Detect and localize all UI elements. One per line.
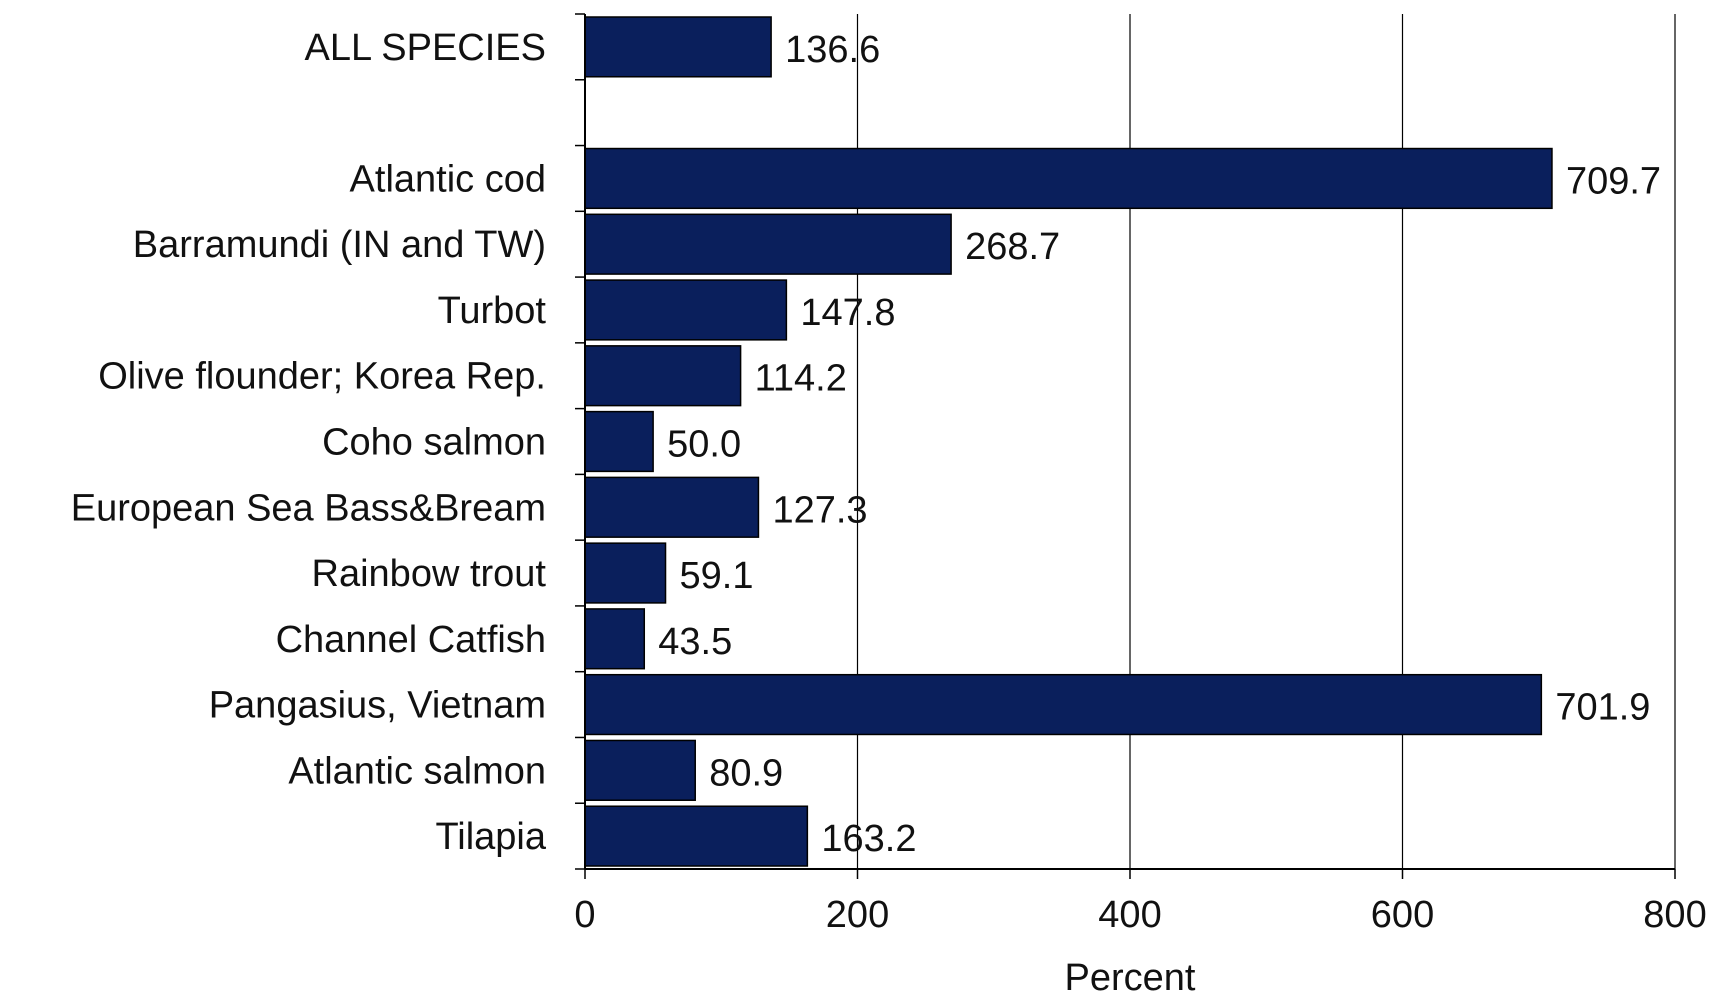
category-label: Coho salmon xyxy=(322,422,546,464)
x-axis-title: Percent xyxy=(1065,957,1196,999)
data-label: 147.8 xyxy=(800,292,895,334)
axes xyxy=(575,13,1676,879)
bar xyxy=(584,608,646,670)
data-label: 114.2 xyxy=(755,358,847,400)
bar xyxy=(584,345,742,407)
data-label: 709.7 xyxy=(1566,160,1661,202)
x-tick-label: 400 xyxy=(1098,894,1161,936)
category-label: Pangasius, Vietnam xyxy=(209,685,546,727)
category-label: Olive flounder; Korea Rep. xyxy=(98,356,546,398)
bar xyxy=(584,805,809,867)
category-label: Atlantic cod xyxy=(350,158,546,200)
labels: 0 200 400 600 800 ALL SPECIES 136.6 Atlantic co… xyxy=(71,27,1707,936)
bars xyxy=(584,16,1553,867)
bar xyxy=(584,739,696,801)
data-label: 701.9 xyxy=(1555,687,1650,729)
category-label: Atlantic salmon xyxy=(288,750,546,792)
data-label: 50.0 xyxy=(667,424,741,466)
data-label: 163.2 xyxy=(821,818,916,860)
data-label: 127.3 xyxy=(772,489,867,531)
category-label: European Sea Bass&Bream xyxy=(71,487,546,529)
data-label: 59.1 xyxy=(680,555,754,597)
bar xyxy=(584,279,788,341)
x-tick-label: 800 xyxy=(1643,894,1706,936)
category-label: Tilapia xyxy=(435,816,546,858)
category-label: Rainbow trout xyxy=(312,553,547,595)
bar xyxy=(584,213,952,275)
x-tick-label: 200 xyxy=(826,894,889,936)
bar xyxy=(584,16,772,78)
gridlines xyxy=(856,14,1676,869)
data-label: 136.6 xyxy=(785,29,880,71)
bar xyxy=(584,147,1553,210)
data-label: 268.7 xyxy=(965,226,1060,268)
data-label: 43.5 xyxy=(658,621,732,663)
x-tick-label: 600 xyxy=(1371,894,1434,936)
category-label: Barramundi (IN and TW) xyxy=(133,224,546,266)
data-label: 80.9 xyxy=(709,752,783,794)
bar xyxy=(584,673,1543,736)
category-label: Turbot xyxy=(438,290,547,332)
bar xyxy=(584,542,667,604)
bar xyxy=(584,410,654,473)
category-label: ALL SPECIES xyxy=(305,27,547,69)
x-tick-label: 0 xyxy=(574,894,595,936)
bar xyxy=(584,476,760,538)
category-label: Channel Catfish xyxy=(276,619,546,661)
